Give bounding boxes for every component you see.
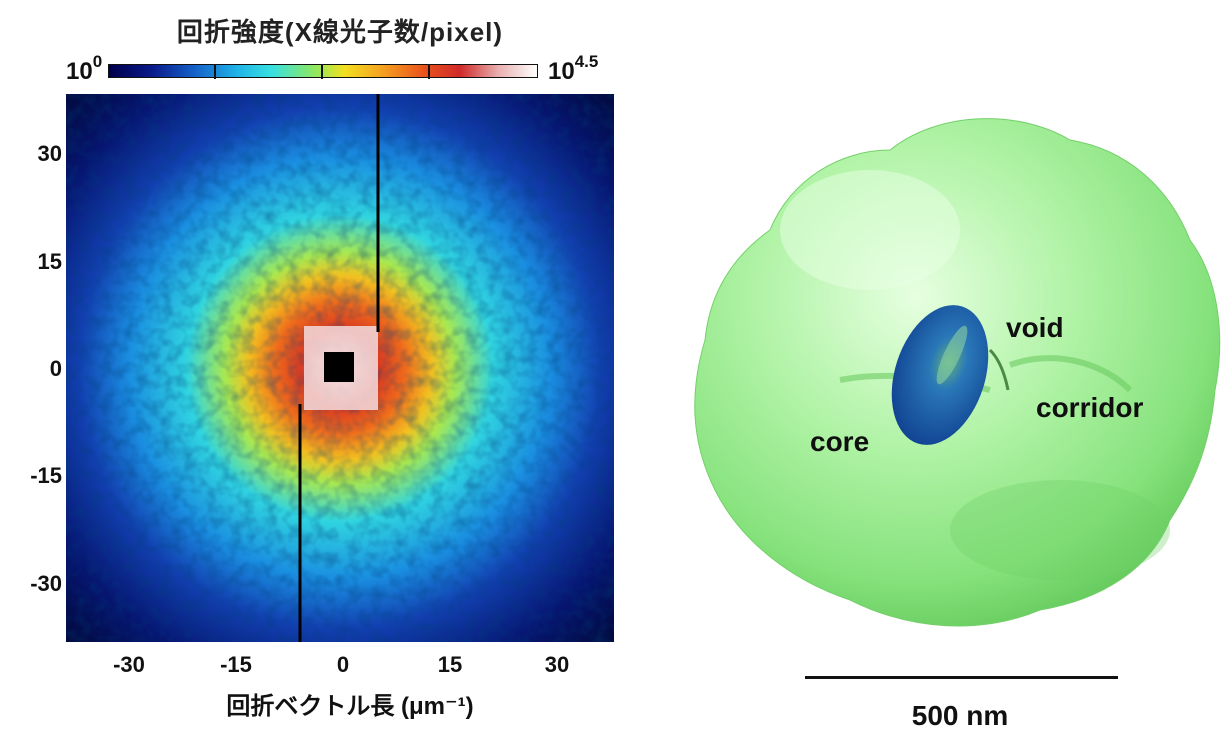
y-tick-label: -15	[30, 463, 62, 488]
x-tick-label: 0	[336, 652, 350, 677]
x-axis-title: 回折ベクトル長 (μm⁻¹)	[226, 693, 474, 720]
diffraction-pattern	[66, 94, 614, 642]
colorbar-tick	[321, 64, 323, 79]
shell-shadow	[950, 480, 1170, 580]
core-label: core	[810, 426, 870, 457]
void-opening	[988, 348, 1010, 391]
colorbar	[108, 64, 538, 78]
y-tick-label: 15	[37, 249, 62, 274]
x-tick-label: -15	[220, 652, 252, 677]
beamstop	[324, 352, 354, 382]
y-tick-label: 30	[37, 141, 62, 166]
colorbar-max-label: 104.5	[548, 52, 599, 85]
y-tick-label: -30	[30, 571, 62, 596]
core-highlight	[936, 325, 968, 385]
void-label: void	[1006, 312, 1064, 343]
corridor-label: corridor	[1036, 392, 1144, 423]
colorbar-tick	[428, 64, 430, 79]
colorbar-title: 回折強度(X線光子数/pixel)	[176, 17, 504, 47]
x-tick-label: 30	[544, 652, 570, 677]
scale-bar-label: 500 nm	[911, 700, 1009, 731]
corridor-groove	[1008, 355, 1133, 393]
colorbar-tick	[214, 64, 216, 79]
shell-highlight	[780, 170, 960, 290]
scale-bar	[805, 676, 1118, 679]
colorbar-min-label: 100	[66, 52, 103, 85]
reconstruction-model	[694, 118, 1221, 627]
x-tick-label: 15	[437, 652, 463, 677]
y-tick-label: 0	[49, 356, 62, 381]
x-tick-label: -30	[113, 652, 145, 677]
